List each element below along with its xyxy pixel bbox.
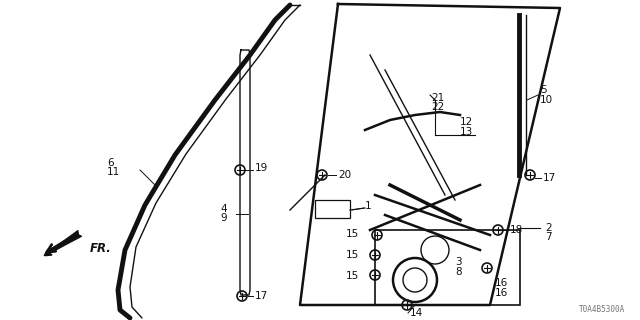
- Text: 7: 7: [545, 232, 552, 242]
- Text: 11: 11: [107, 167, 120, 177]
- Text: 6: 6: [107, 158, 114, 168]
- Text: 16: 16: [495, 278, 508, 288]
- Text: 15: 15: [346, 250, 359, 260]
- Text: 12: 12: [460, 117, 473, 127]
- Text: 15: 15: [346, 271, 359, 281]
- Text: 10: 10: [540, 95, 553, 105]
- Text: 19: 19: [255, 163, 268, 173]
- Text: 15: 15: [346, 229, 359, 239]
- Text: 18: 18: [510, 225, 524, 235]
- Text: 17: 17: [255, 291, 268, 301]
- Bar: [375, 230, 520, 305]
- Text: T0A4B5300A: T0A4B5300A: [579, 305, 625, 314]
- Text: 14: 14: [410, 308, 423, 318]
- Text: 5: 5: [540, 85, 547, 95]
- Bar: [315, 200, 350, 218]
- Text: 17: 17: [543, 173, 556, 183]
- Text: 9: 9: [220, 213, 227, 223]
- Text: 16: 16: [495, 288, 508, 298]
- Text: 20: 20: [338, 170, 351, 180]
- Text: 22: 22: [431, 102, 444, 112]
- Text: 13: 13: [460, 127, 473, 137]
- Text: 4: 4: [220, 204, 227, 214]
- Text: 2: 2: [545, 223, 552, 233]
- Text: 8: 8: [455, 267, 461, 277]
- Text: 3: 3: [455, 257, 461, 267]
- Text: 21: 21: [431, 93, 444, 103]
- Text: 1: 1: [365, 201, 372, 211]
- Text: FR.: FR.: [90, 242, 112, 254]
